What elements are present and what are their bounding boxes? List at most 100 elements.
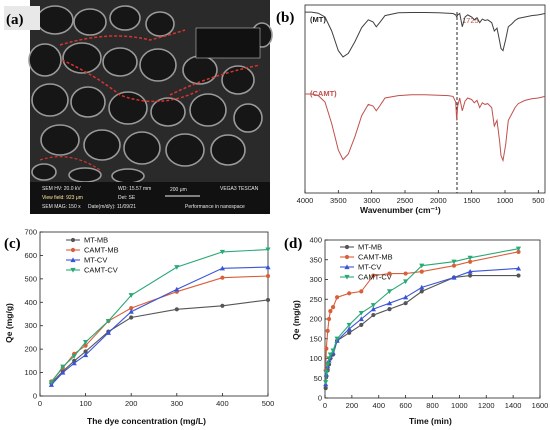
conc-plot-frame — [39, 231, 269, 397]
conc-data-point — [71, 354, 77, 359]
conc-x-tick-label: 200 — [125, 399, 138, 408]
conc-legend-label: MT-MB — [84, 236, 108, 245]
conc-data-point — [83, 340, 89, 345]
time-data-point — [419, 289, 424, 294]
time-x-axis-label: Time (min) — [409, 416, 452, 426]
conc-legend-label: CAMT-MB — [84, 246, 119, 255]
time-legend-label: CAMT-CV — [358, 273, 392, 282]
time-legend-label: MT-MB — [358, 243, 382, 252]
conc-y-tick-label: 0 — [33, 392, 37, 401]
time-series-line — [325, 248, 519, 383]
time-data-point — [347, 330, 352, 335]
time-data-point — [403, 279, 409, 285]
time-data-point — [323, 370, 329, 375]
conc-data-point — [128, 293, 134, 298]
sem-pore — [28, 43, 62, 77]
conc-data-point — [265, 273, 271, 279]
ftir-x-tick-label: 2000 — [430, 196, 447, 205]
conc-x-axis-label: The dye concentration (mg/L) — [87, 416, 206, 426]
time-data-point — [403, 301, 408, 306]
ftir-1725-annotation: 1725 — [462, 16, 479, 25]
time-legend-marker — [344, 264, 350, 270]
ftir-spectrum-line — [305, 93, 546, 163]
conc-data-point — [174, 307, 179, 312]
ftir-x-axis-label: Wavenumber (cm⁻¹) — [360, 205, 441, 215]
time-legend-marker — [344, 244, 350, 250]
time-data-point — [326, 316, 332, 322]
sem-pore — [62, 42, 102, 74]
time-y-axis-label: Qe (mg/g) — [291, 300, 301, 340]
sem-pore — [36, 5, 74, 35]
conc-data-point — [48, 380, 54, 386]
time-y-tick-label: 300 — [309, 275, 322, 284]
conc-data-point — [219, 265, 225, 271]
sem-pore — [73, 8, 107, 36]
time-data-point — [324, 346, 329, 351]
conc-data-point — [220, 303, 225, 308]
ftir-x-tick-label: 3000 — [363, 196, 380, 205]
time-x-tick-label: 1200 — [478, 401, 495, 410]
time-data-point — [323, 380, 329, 385]
panel-a-label-bg — [4, 6, 40, 30]
time-data-point — [371, 312, 376, 318]
conc-data-point — [174, 265, 180, 270]
time-x-tick-label: 400 — [372, 401, 385, 410]
time-x-tick-label: 0 — [323, 401, 327, 410]
time-data-point — [516, 249, 521, 254]
sem-pore — [189, 93, 227, 127]
sem-pore — [221, 65, 255, 95]
time-y-tick-label: 350 — [309, 255, 322, 264]
time-x-tick-label: 200 — [346, 401, 359, 410]
time-data-point — [467, 255, 473, 261]
time-data-point — [387, 307, 392, 312]
sem-hv: SEM HV: 20.0 kV — [42, 186, 81, 192]
conc-y-tick-label: 200 — [24, 345, 37, 354]
time-data-point — [403, 271, 408, 276]
conc-data-point — [129, 306, 134, 311]
conc-data-point — [83, 349, 88, 354]
time-data-point — [325, 328, 330, 333]
ftir-x-tick-label: 2500 — [397, 196, 414, 205]
time-data-point — [325, 362, 331, 368]
sem-scale-value: 200 μm — [170, 187, 187, 193]
conc-x-tick-label: 400 — [216, 399, 229, 408]
time-data-point — [516, 273, 521, 278]
conc-y-tick-label: 600 — [24, 251, 37, 260]
conc-data-point — [265, 264, 271, 270]
conc-y-tick-label: 100 — [24, 368, 37, 377]
sem-pore — [102, 47, 138, 77]
ftir-series-camt-label: (CAMT) — [310, 89, 337, 98]
panel-b-label: (b) — [276, 10, 294, 26]
ftir-x-tick-label: 500 — [532, 196, 545, 205]
time-data-point — [330, 305, 336, 310]
ftir-x-tick-label: 4000 — [297, 196, 314, 205]
conc-x-tick-label: 300 — [171, 399, 184, 408]
ftir-spectrum-line — [305, 11, 546, 58]
time-data-point — [419, 284, 425, 290]
time-x-tick-label: 1600 — [532, 401, 549, 410]
time-data-point — [327, 352, 333, 358]
sem-pore — [31, 163, 57, 181]
panel-c-label: (c) — [4, 236, 21, 252]
time-y-tick-label: 200 — [309, 315, 322, 324]
time-x-tick-label: 800 — [426, 401, 439, 410]
ftir-x-tick-label: 3500 — [330, 196, 347, 205]
time-legend-marker — [344, 274, 350, 280]
sem-pore — [182, 55, 218, 85]
time-data-point — [371, 273, 376, 278]
time-x-tick-label: 1400 — [505, 401, 522, 410]
sem-pore — [31, 83, 69, 117]
sem-pore — [70, 86, 106, 118]
conc-data-point — [220, 275, 225, 280]
time-data-point — [387, 271, 392, 276]
time-data-point — [386, 300, 393, 306]
conc-data-point — [83, 343, 88, 348]
panel-a-label: (a) — [6, 12, 24, 28]
conc-data-point — [105, 330, 111, 335]
sem-pore — [40, 124, 80, 156]
conc-data-point — [83, 352, 89, 358]
sem-view-field: View field: 923 μm — [42, 195, 83, 201]
sem-mag: SEM MAG: 150 x — [42, 204, 81, 210]
conc-y-tick-label: 300 — [24, 321, 37, 330]
time-data-point — [334, 295, 340, 300]
